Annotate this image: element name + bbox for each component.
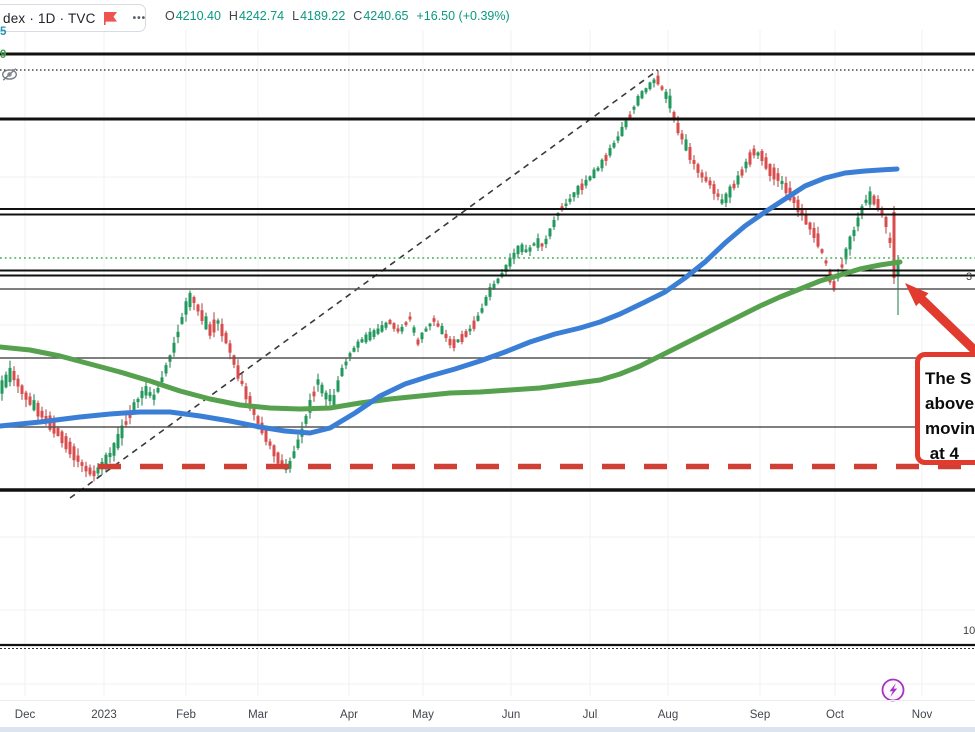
- moving-averages: [0, 166, 903, 436]
- flag-icon[interactable]: [103, 11, 119, 25]
- symbol-toolbar-chip[interactable]: dex · 1D · TVC •••: [0, 4, 146, 32]
- horizontal-levels[interactable]: [0, 52, 975, 649]
- axis-month-label: Sep: [749, 709, 771, 721]
- axis-month-label: Apr: [340, 709, 358, 721]
- axis-month-label: Nov: [911, 709, 933, 721]
- close-value: 4240.65: [363, 9, 409, 23]
- open-value: 4210.40: [175, 9, 221, 23]
- price-label-clipped: 3: [966, 271, 973, 283]
- annotation-line: The S: [925, 369, 972, 388]
- high-value: 4242.74: [238, 9, 285, 23]
- axis-month-label: 2023: [91, 709, 117, 721]
- high-label: H: [228, 9, 238, 23]
- open-label: O: [165, 9, 175, 23]
- axis-month-label: Jun: [501, 709, 521, 721]
- eye-hidden-icon[interactable]: [1, 67, 18, 87]
- axis-month-label: Feb: [176, 709, 196, 721]
- indicator-legend-clipped-1: 5: [0, 26, 7, 38]
- time-axis-separator: [0, 700, 975, 701]
- ohlc-readout: O 4210.40 H 4242.74 L 4189.22 C 4240.65 +16.…: [165, 9, 510, 23]
- annotation-callout[interactable]: The S above movin at 4: [915, 352, 975, 465]
- idea-lightning-marker[interactable]: [881, 678, 905, 702]
- gridlines: [0, 30, 975, 696]
- green-moving-average-line[interactable]: [0, 259, 903, 412]
- change-value: +16.50 (+0.39%): [416, 9, 510, 23]
- window-bottom-edge: [0, 727, 975, 732]
- price-label-clipped: 10: [963, 625, 975, 637]
- low-label: L: [292, 9, 300, 23]
- close-label: C: [353, 9, 363, 23]
- symbol-title: dex · 1D · TVC: [3, 10, 96, 26]
- axis-month-label: Mar: [248, 709, 268, 721]
- low-value: 4189.22: [300, 9, 346, 23]
- axis-month-label: Dec: [14, 709, 36, 721]
- trendline-drawing[interactable]: [69, 69, 659, 499]
- axis-month-label: Jul: [582, 709, 598, 721]
- lightning-bolt-icon: [889, 683, 898, 697]
- blue-moving-average-line[interactable]: [0, 166, 900, 436]
- annotation-line: movin: [925, 419, 975, 438]
- axis-month-label: Oct: [826, 709, 844, 721]
- annotation-line: above: [925, 394, 975, 413]
- red-arrow-drawing[interactable]: [905, 283, 975, 367]
- annotation-line: at 4: [925, 444, 960, 463]
- indicator-legend-clipped-2: 9: [0, 49, 7, 61]
- axis-month-label: May: [412, 709, 434, 721]
- more-options-button[interactable]: •••: [132, 12, 147, 24]
- axis-month-label: Aug: [657, 709, 679, 721]
